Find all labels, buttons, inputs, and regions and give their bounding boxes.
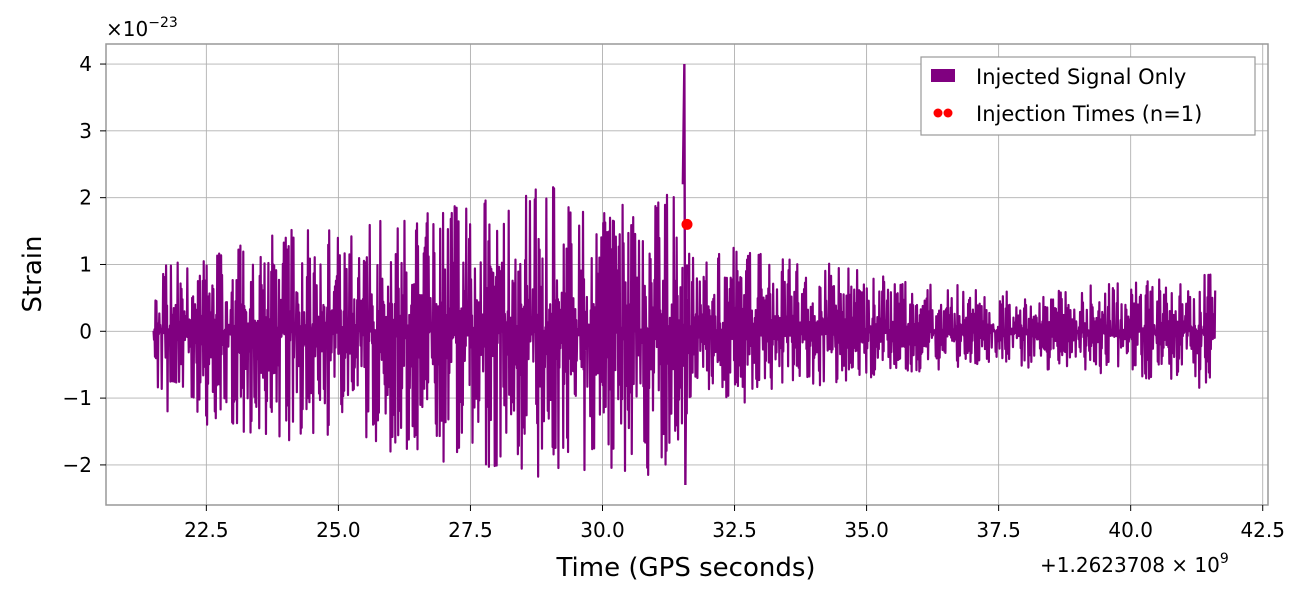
y-tick-label: 0 <box>79 319 92 343</box>
x-tick-label: 32.5 <box>712 518 757 542</box>
plot-area <box>152 64 1217 485</box>
x-tick-label: 35.0 <box>844 518 889 542</box>
injection-marker <box>681 218 693 230</box>
y-tick-label: 1 <box>79 252 92 276</box>
legend-label-signal: Injected Signal Only <box>976 65 1186 89</box>
signal-peak <box>681 64 689 485</box>
y-tick-label: −1 <box>63 386 92 410</box>
x-tick-label: 30.0 <box>580 518 625 542</box>
x-tick-label: 40.0 <box>1108 518 1153 542</box>
y-tick-label: 4 <box>79 52 92 76</box>
y-tick-label: −2 <box>63 453 92 477</box>
x-axis-label: Time (GPS seconds) <box>555 553 815 583</box>
plot-frame <box>105 43 1269 506</box>
x-tick-label: 42.5 <box>1240 518 1285 542</box>
legend-label-injection: Injection Times (n=1) <box>976 102 1202 126</box>
legend-box <box>920 56 1256 136</box>
x-tick-label: 37.5 <box>976 518 1021 542</box>
y-scale-label: ×10−23 <box>106 15 178 41</box>
legend: Injected Signal Only Injection Times (n=… <box>920 56 1256 136</box>
legend-marker-injection-2 <box>943 108 953 118</box>
ticks: 22.5 25.0 27.5 30.0 32.5 35.0 37.5 40.0 42.5 −2 −1… <box>63 52 1285 542</box>
y-axis-label: Strain <box>18 235 48 312</box>
legend-swatch-signal <box>931 69 955 82</box>
x-offset-label: +1.2623708 × 109 <box>1040 551 1229 577</box>
legend-marker-injection-1 <box>933 108 943 118</box>
y-tick-label: 2 <box>79 186 92 210</box>
x-tick-label: 25.0 <box>316 518 361 542</box>
x-tick-label: 27.5 <box>448 518 493 542</box>
y-tick-label: 3 <box>79 119 92 143</box>
x-tick-label: 22.5 <box>184 518 229 542</box>
